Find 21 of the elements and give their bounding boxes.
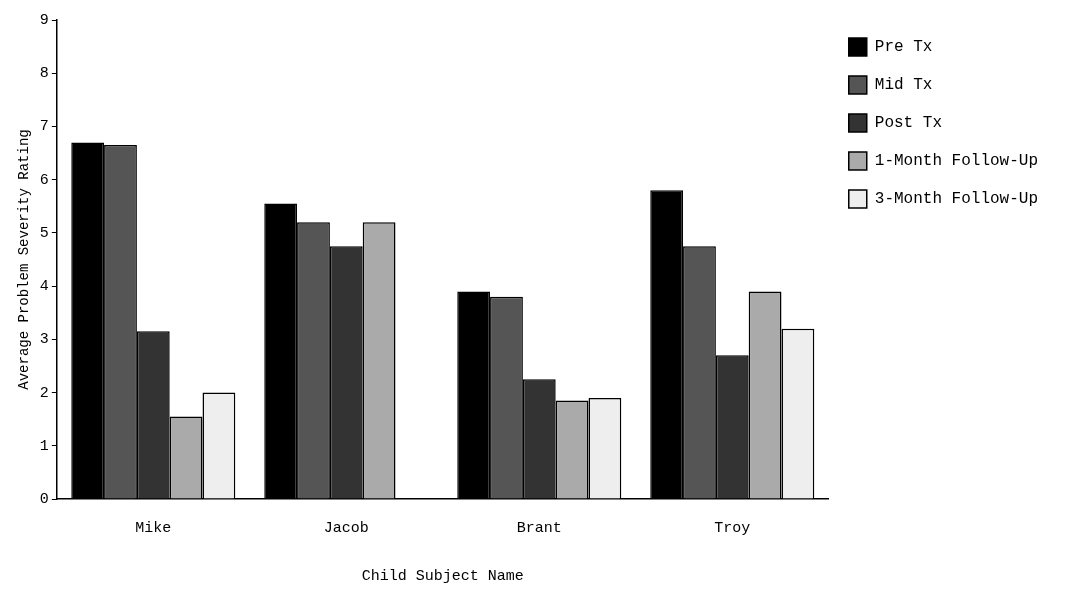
y-tick-label: 6 xyxy=(39,171,49,189)
legend-label: Post Tx xyxy=(874,114,942,133)
x-axis-title: Child Subject Name xyxy=(361,567,524,585)
legend-label: Mid Tx xyxy=(874,76,933,95)
y-tick-label: 7 xyxy=(39,118,49,136)
legend-label: 1-Month Follow-Up xyxy=(874,152,1039,171)
y-tick-label: 0 xyxy=(39,490,49,508)
y-tick-label: 5 xyxy=(39,224,49,242)
x-tick-label: Jacob xyxy=(323,519,369,537)
x-tick-label: Mike xyxy=(135,519,172,537)
legend-label: Pre Tx xyxy=(874,38,933,57)
y-tick-label: 9 xyxy=(39,11,49,29)
y-tick-label: 3 xyxy=(39,331,49,349)
x-tick-label: Brant xyxy=(516,519,562,537)
y-axis-title: Average Problem Severity Rating xyxy=(16,129,33,390)
y-tick-label: 1 xyxy=(39,437,49,455)
y-tick-label: 8 xyxy=(39,65,49,83)
legend-label: 3-Month Follow-Up xyxy=(874,190,1039,209)
x-tick-label: Troy xyxy=(714,519,751,537)
y-tick-label: 4 xyxy=(39,278,49,296)
y-tick-label: 2 xyxy=(39,384,49,402)
